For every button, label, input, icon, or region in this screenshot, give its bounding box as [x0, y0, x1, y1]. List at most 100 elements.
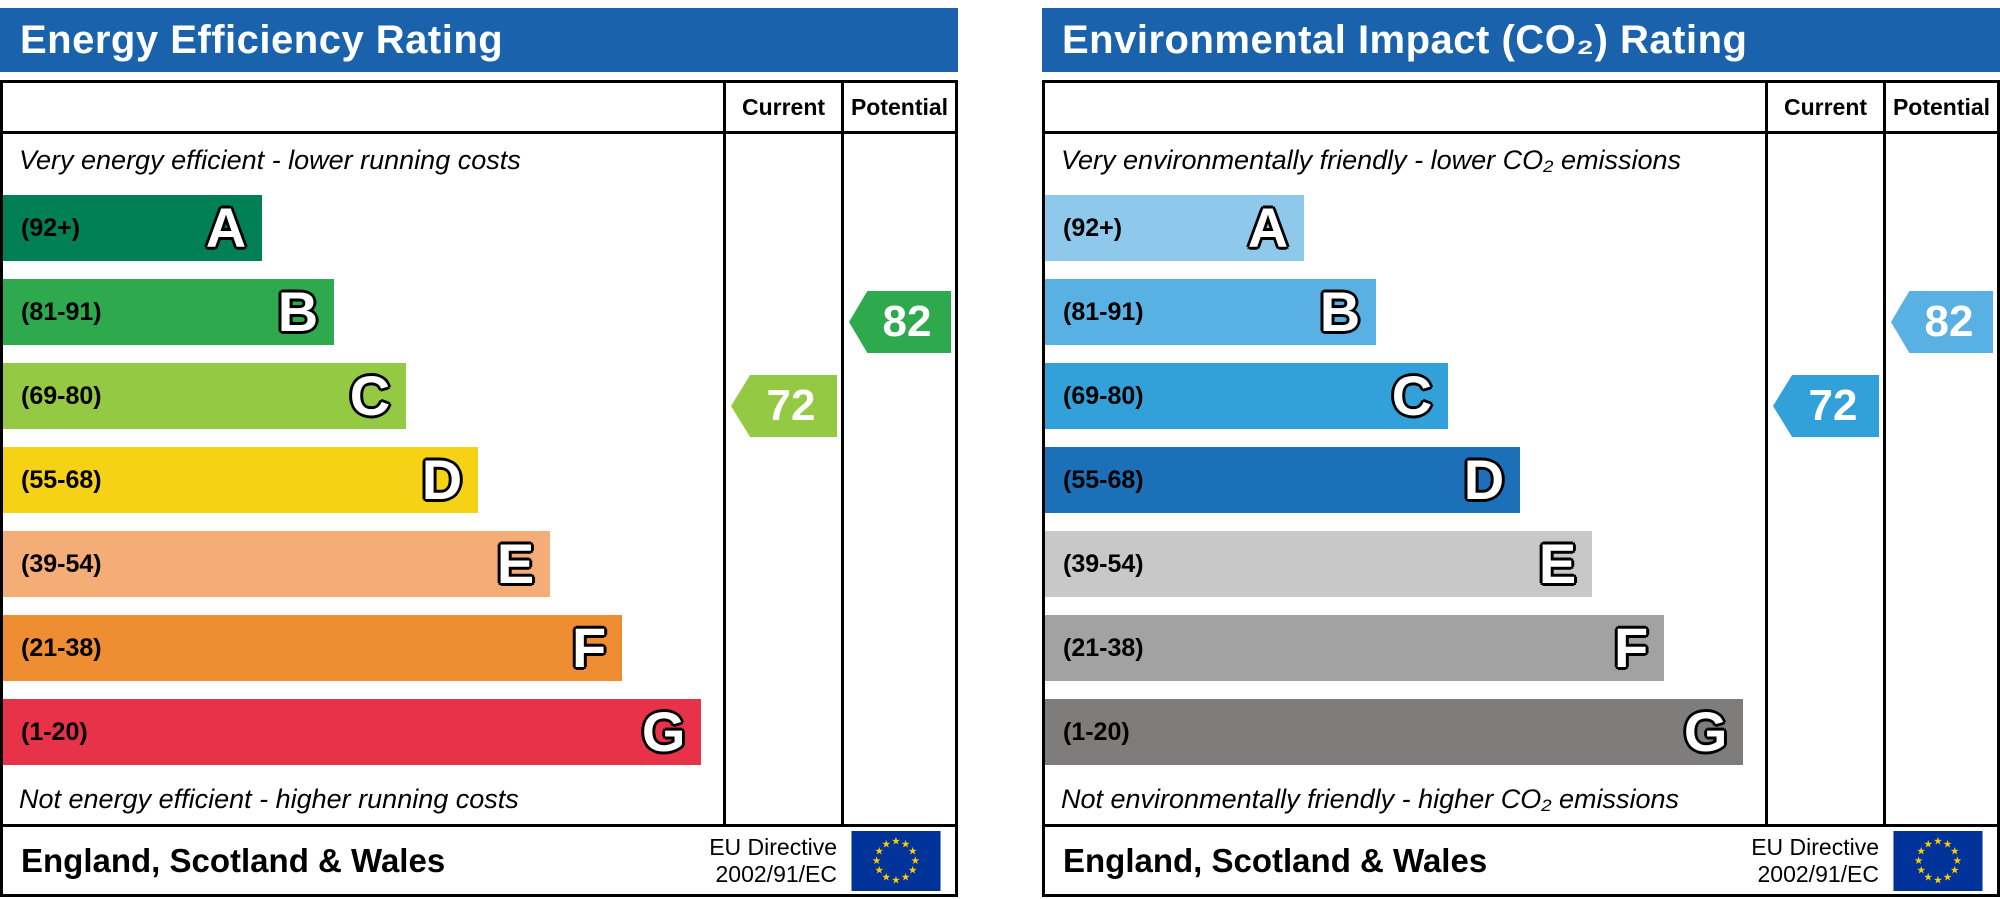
eu-directive-line1: EU Directive: [1751, 834, 1879, 861]
band-range-label: (92+): [1063, 213, 1123, 242]
eu-flag-icon: ★ ★★★★★★★★★★★: [851, 830, 941, 891]
band-letter: C: [349, 364, 391, 427]
eu-directive-label: EU Directive 2002/91/EC: [709, 834, 837, 887]
band-row-c: (69-80) C: [1045, 354, 1765, 438]
header-spacer: [1045, 83, 1765, 131]
region-label: England, Scotland & Wales: [1063, 841, 1488, 879]
band-row-g: (1-20) G: [1045, 690, 1765, 774]
table-footer: England, Scotland & Wales EU Directive 2…: [1045, 824, 1997, 894]
svg-text:★: ★: [1933, 835, 1943, 847]
current-column: 72: [1765, 134, 1883, 824]
environmental-impact-panel: Environmental Impact (CO₂) Rating Curren…: [1042, 8, 2000, 899]
epc-table: Current Potential Very energy efficient …: [0, 80, 958, 897]
panel-header: Energy Efficiency Rating: [0, 8, 958, 72]
band-letter: A: [1247, 196, 1289, 259]
band-range-label: (39-54): [1063, 549, 1144, 578]
eu-directive-line2: 2002/91/EC: [1757, 860, 1879, 887]
column-header-row: Current Potential: [3, 83, 955, 134]
band-bar-f: (21-38) F: [3, 615, 623, 681]
energy-efficiency-panel: Energy Efficiency Rating Current Potenti…: [0, 8, 958, 899]
band-range-label: (81-91): [21, 297, 102, 326]
band-range-label: (55-68): [21, 465, 102, 494]
band-letter: D: [421, 448, 463, 511]
bottom-note: Not energy efficient - higher running co…: [19, 783, 519, 814]
svg-text:★: ★: [891, 874, 901, 886]
band-letter: F: [1613, 616, 1649, 679]
svg-text:★: ★: [1950, 864, 1960, 876]
chart-body: Very energy efficient - lower running co…: [3, 134, 955, 824]
svg-text:★: ★: [911, 855, 921, 867]
band-letter: G: [641, 700, 686, 763]
band-range-label: (81-91): [1063, 297, 1144, 326]
svg-text:★: ★: [908, 845, 918, 857]
band-row-b: (81-91) B: [1045, 270, 1765, 354]
page-title: Environmental Impact (CO₂) Rating: [1062, 17, 1748, 62]
band-letter: B: [1319, 280, 1361, 343]
band-bar-e: (39-54) E: [3, 531, 551, 597]
band-letter: F: [571, 616, 607, 679]
page-title: Energy Efficiency Rating: [20, 17, 504, 62]
band-range-label: (55-68): [1063, 465, 1144, 494]
band-row-g: (1-20) G: [3, 690, 723, 774]
band-bar-c: (69-80) C: [3, 363, 407, 429]
top-note: Very environmentally friendly - lower CO…: [1061, 144, 1681, 175]
band-bar-c: (69-80) C: [1045, 363, 1449, 429]
potential-rating-arrow: 82: [849, 291, 951, 353]
panel-header: Environmental Impact (CO₂) Rating: [1042, 8, 2000, 72]
svg-text:★: ★: [872, 855, 882, 867]
band-bar-d: (55-68) D: [3, 447, 479, 513]
potential-rating-value: 82: [1924, 297, 1974, 346]
svg-text:★: ★: [891, 835, 901, 847]
band-bar-b: (81-91) B: [3, 279, 335, 345]
band-range-label: (69-80): [21, 381, 102, 410]
svg-text:★: ★: [882, 838, 892, 850]
band-range-label: (1-20): [21, 717, 88, 746]
band-row-d: (55-68) D: [1045, 438, 1765, 522]
svg-text:★: ★: [908, 864, 918, 876]
band-range-label: (69-80): [1063, 381, 1144, 410]
band-range-label: (39-54): [21, 549, 102, 578]
bands-column: Very environmentally friendly - lower CO…: [1045, 134, 1765, 824]
band-bar-g: (1-20) G: [3, 699, 702, 765]
band-letter: E: [496, 532, 535, 595]
potential-column-header: Potential: [841, 83, 955, 131]
header-spacer: [3, 83, 723, 131]
band-row-e: (39-54) E: [1045, 522, 1765, 606]
eu-directive-label: EU Directive 2002/91/EC: [1751, 834, 1879, 887]
current-rating-value: 72: [766, 381, 816, 430]
eu-flag-icon: ★ ★★★★★★★★★★★: [1893, 830, 1983, 891]
eu-directive-line2: 2002/91/EC: [715, 860, 837, 887]
band-letter: E: [1538, 532, 1577, 595]
eu-directive-line1: EU Directive: [709, 834, 837, 861]
band-letter: D: [1463, 448, 1505, 511]
current-column-header: Current: [1765, 83, 1883, 131]
epc-table: Current Potential Very environmentally f…: [1042, 80, 2000, 897]
current-column-header: Current: [723, 83, 841, 131]
svg-text:★: ★: [882, 871, 892, 883]
band-bar-a: (92+) A: [3, 195, 263, 261]
potential-column-header: Potential: [1883, 83, 1997, 131]
band-bar-e: (39-54) E: [1045, 531, 1593, 597]
svg-text:★: ★: [1916, 845, 1926, 857]
svg-text:★: ★: [901, 871, 911, 883]
band-range-label: (1-20): [1063, 717, 1130, 746]
current-rating-value: 72: [1808, 381, 1858, 430]
svg-text:★: ★: [1953, 855, 1963, 867]
band-bar-d: (55-68) D: [1045, 447, 1521, 513]
svg-text:★: ★: [1933, 874, 1943, 886]
svg-text:★: ★: [1943, 871, 1953, 883]
table-footer: England, Scotland & Wales EU Directive 2…: [3, 824, 955, 894]
svg-text:★: ★: [1924, 838, 1934, 850]
bottom-note: Not environmentally friendly - higher CO…: [1061, 783, 1680, 814]
band-row-c: (69-80) C: [3, 354, 723, 438]
potential-rating-value: 82: [882, 297, 932, 346]
svg-text:★: ★: [874, 864, 884, 876]
chart-body: Very environmentally friendly - lower CO…: [1045, 134, 1997, 824]
band-letter: C: [1391, 364, 1433, 427]
potential-rating-arrow: 82: [1891, 291, 1993, 353]
svg-text:★: ★: [1950, 845, 1960, 857]
svg-text:★: ★: [1916, 864, 1926, 876]
band-bar-g: (1-20) G: [1045, 699, 1744, 765]
band-letter: G: [1683, 700, 1728, 763]
potential-column: 82: [841, 134, 955, 824]
